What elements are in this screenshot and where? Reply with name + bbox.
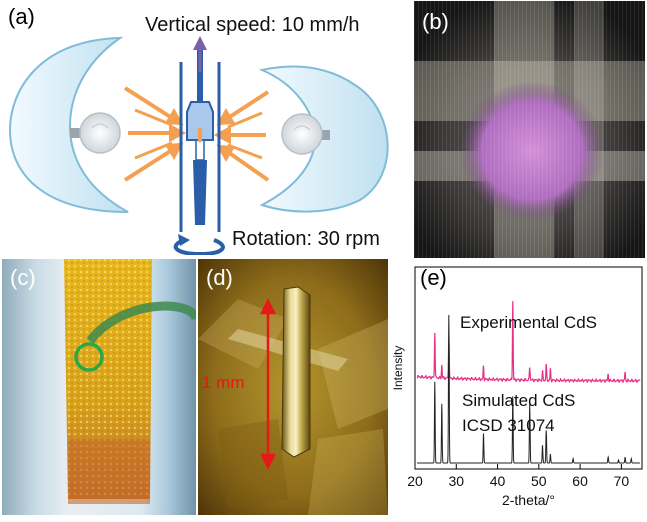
panel-b-label: (b) [422,9,449,34]
panel-d-label: (d) [206,265,233,290]
panel-e-label: (e) [420,265,447,290]
x-tick-label: 30 [448,473,464,489]
x-axis-label: 2-theta/° [502,492,555,508]
right-lamp-icon [281,113,330,155]
rotation-arrow-icon [173,234,225,257]
panel-d: (d) 1 mm [198,259,388,515]
melt-zone-photo [414,1,645,258]
xrd-chart: 20 30 40 50 60 70 2-theta/° Intensity [391,266,643,508]
panel-c: (c) [2,259,196,515]
series-line-simulated [417,314,640,464]
annotation-icsd: ICSD 31074 [462,416,555,435]
vertical-speed-label: Vertical speed: 10 mm/h [145,14,360,36]
quartz-tube [179,62,221,232]
panel-a-label: (a) [8,4,35,29]
x-tick-label: 20 [407,473,423,489]
plot-frame [414,266,643,470]
panel-b: (b) [414,1,645,258]
scale-bar-label: 1 mm [202,373,245,392]
panel-e: 20 30 40 50 60 70 2-theta/° Intensity (e) Exper… [390,259,647,517]
annotation-experimental: Experimental CdS [460,313,598,332]
rotation-label: Rotation: 30 rpm [232,228,380,250]
panel-c-label: (c) [10,265,36,290]
series-line-experimental [416,301,641,384]
highlight-circle [74,342,104,372]
scale-bar [259,298,277,470]
right-heat-arrows [213,90,270,182]
tube-photo [2,259,196,515]
annotation-simulated: Simulated CdS [462,391,576,410]
vertical-speed-arrow-icon [193,36,207,72]
x-tick-label: 70 [614,473,630,489]
left-heat-arrows [123,86,187,182]
left-lamp-icon [70,112,121,154]
floating-zone-schematic [8,36,389,257]
y-axis-label: Intensity [391,346,405,391]
x-tick-label: 60 [572,473,588,489]
x-tick-label: 50 [531,473,547,489]
feed-rod [186,50,214,225]
x-tick-label: 40 [490,473,506,489]
left-reflector [8,36,129,213]
panel-a: (a) Vertical speed: 10 mm/h Rotation: 30… [0,0,410,257]
crystal-photo [198,259,388,515]
zoom-arrow-icon [86,301,196,344]
